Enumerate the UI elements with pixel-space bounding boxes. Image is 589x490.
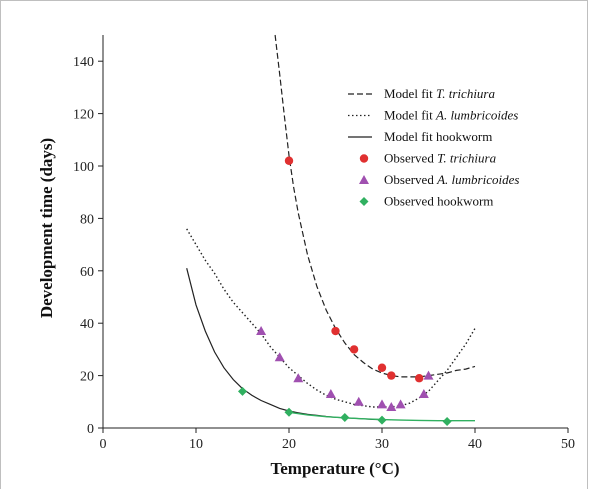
y-tick-label: 60 [80,265,94,280]
legend-symbol-circle [359,154,369,163]
point-hookworm [340,413,350,423]
x-tick-label: 0 [100,437,107,452]
legend-label-prefix: Model fit [384,86,436,101]
y-axis-title: Development time (days) [37,138,56,318]
x-tick-label: 40 [468,437,482,452]
y-tick-label: 0 [87,422,94,437]
legend-label: Observed A. lumbricoides [384,172,519,187]
legend-label-species: hookworm [436,129,492,144]
legend-entry: Model fit A. lumbricoides [348,108,518,123]
legend-label: Model fit A. lumbricoides [384,108,518,123]
axes: 0 10 20 30 40 50 0 20 40 60 80 100 120 140 [73,35,575,452]
legend-symbol-diamond [359,197,369,206]
point-hookworm [238,386,247,396]
point-hookworm [284,407,294,417]
point-lumbricoides [293,373,304,383]
point-trichiura [284,156,294,165]
legend-label-species: hookworm [437,194,493,209]
y-tick-label: 40 [80,317,94,332]
legend-label: Observed T. trichiura [384,151,497,166]
y-tick-label: 20 [80,370,94,385]
legend-entry: Model fit hookworm [348,129,492,144]
point-trichiura [387,371,396,380]
legend-label: Observed hookworm [384,194,493,209]
x-axis-title: Temperature (°C) [270,459,399,478]
legend-label-prefix: Model fit [384,129,436,144]
point-lumbricoides [423,370,434,380]
point-lumbricoides [274,352,285,362]
point-hookworm [442,416,452,426]
legend-label-species: T. trichiura [437,151,496,166]
observed-points [238,156,452,426]
legend-entry: Model fit T. trichiura [348,86,495,101]
x-tick-label: 30 [375,437,389,452]
legend-label-prefix: Observed [384,194,437,209]
legend-symbol-triangle [359,175,369,184]
x-tick-label: 50 [561,437,575,452]
point-trichiura [331,326,340,336]
legend-label-prefix: Observed [384,151,437,166]
y-tick-label: 100 [73,160,94,175]
point-trichiura [415,374,424,383]
point-lumbricoides [418,388,429,398]
legend-label-species: A. lumbricoides [436,172,519,187]
point-lumbricoides [256,326,267,336]
fit-line-hookworm [186,268,383,421]
legend-label-species: T. trichiura [436,86,495,101]
point-trichiura [349,345,359,354]
y-tick-label: 120 [73,108,94,123]
y-tick-label: 80 [80,212,94,227]
x-tick-label: 10 [189,437,203,452]
point-lumbricoides [395,399,406,409]
legend-label-species: A. lumbricoides [435,108,518,123]
y-tick-label: 140 [73,55,94,70]
legend-entry: Observed A. lumbricoides [359,172,519,187]
point-lumbricoides [325,388,336,398]
fit-line-trichiura [274,34,476,378]
point-lumbricoides [386,402,397,412]
x-tick-label: 20 [282,437,296,452]
point-hookworm [377,415,387,425]
legend-label: Model fit T. trichiura [384,86,495,101]
point-lumbricoides [353,396,364,406]
legend-label-prefix: Observed [384,172,437,187]
legend-entry: Observed T. trichiura [359,151,497,166]
legend-label: Model fit hookworm [384,129,492,144]
point-lumbricoides [377,399,387,409]
point-trichiura [377,363,387,372]
legend-entry: Observed hookworm [359,194,493,209]
legend-label-prefix: Model fit [384,108,436,123]
